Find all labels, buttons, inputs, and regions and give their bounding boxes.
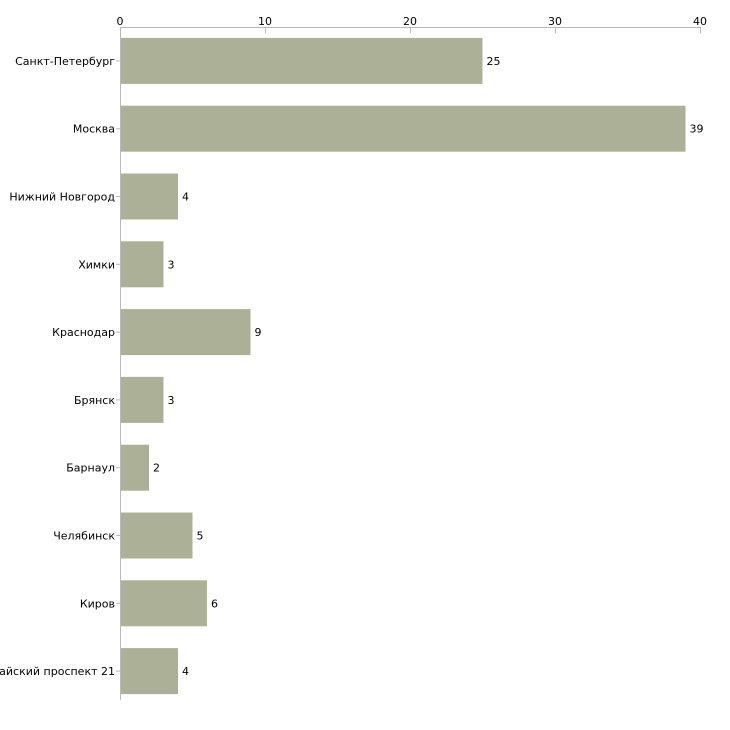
x-tick-label: 0	[117, 15, 124, 28]
category-label: Нижний Новгород	[9, 191, 115, 204]
x-tick-label: 30	[548, 15, 562, 28]
category-label: Химки	[78, 258, 115, 271]
bar	[120, 105, 686, 152]
bar	[120, 580, 207, 627]
bar	[120, 444, 149, 491]
value-label: 25	[487, 55, 501, 68]
value-label: 9	[255, 326, 262, 339]
bar	[120, 241, 164, 288]
category-label: Москва	[73, 123, 115, 136]
value-label: 6	[211, 597, 218, 610]
bar	[120, 376, 164, 423]
x-tick-label: 10	[258, 15, 272, 28]
value-label: 3	[168, 258, 175, 271]
y-axis: Санкт-Петербург Москва Нижний Новгород Химк…	[0, 27, 121, 700]
value-label: 2	[153, 462, 160, 475]
bar	[120, 512, 193, 559]
value-label: 4	[182, 191, 189, 204]
category-label: Краснодар	[52, 326, 115, 339]
bar	[120, 648, 178, 695]
x-tick-label: 20	[403, 15, 417, 28]
category-label: Челябинск	[53, 530, 115, 543]
value-label: 39	[690, 123, 704, 136]
x-tick-label: 40	[693, 15, 707, 28]
bar	[120, 173, 178, 220]
category-label: Алтайский проспект 21	[0, 665, 115, 678]
value-label: 3	[168, 394, 175, 407]
bar	[120, 37, 483, 84]
category-label: Барнаул	[66, 462, 115, 475]
category-label: Киров	[80, 597, 115, 610]
category-label: Санкт-Петербург	[15, 55, 115, 68]
value-label: 5	[197, 530, 204, 543]
bar	[120, 309, 251, 356]
value-label: 4	[182, 665, 189, 678]
category-label: Брянск	[74, 394, 115, 407]
x-axis: 0 10 20 30 40	[117, 15, 707, 33]
